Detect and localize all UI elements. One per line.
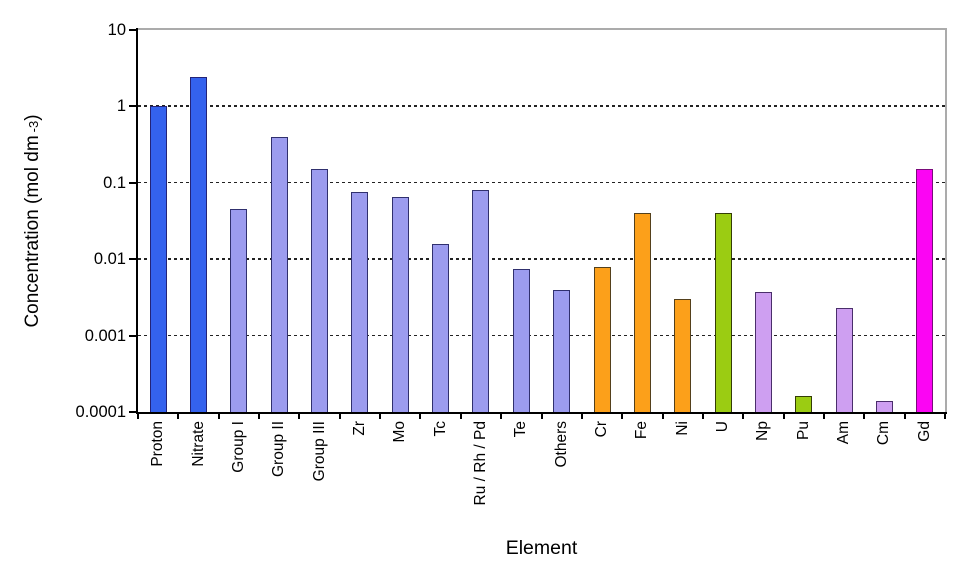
x-category-label: Tc (431, 421, 449, 437)
bar-others (553, 289, 571, 412)
bar-te (512, 268, 530, 412)
y-gridline (138, 105, 945, 107)
x-axis-tick (379, 414, 382, 419)
x-category-label: Others (552, 421, 570, 468)
y-axis-title-superscript: -3 (25, 120, 41, 133)
x-axis-tick (742, 414, 745, 419)
y-axis-tick (129, 258, 136, 261)
x-axis-tick (258, 414, 261, 419)
x-axis-tick (137, 414, 139, 419)
x-axis-tick (540, 414, 543, 419)
x-axis-tick (217, 414, 220, 419)
bar-tc (432, 243, 450, 412)
y-gridline (138, 258, 945, 260)
y-tick-label: 1 (116, 97, 126, 116)
bar-pu (795, 396, 813, 412)
x-category-label: Cr (593, 421, 611, 438)
y-axis-tick (129, 334, 136, 337)
x-axis-tick (621, 414, 624, 419)
x-axis-tick (338, 414, 341, 419)
x-axis-tick (903, 414, 906, 419)
x-axis-tick (701, 414, 704, 419)
x-axis-tick (298, 414, 301, 419)
x-category-label: Ni (673, 421, 691, 436)
x-category-label: Te (512, 421, 530, 438)
y-axis-title: Concentration (mol dm -3) (10, 30, 56, 412)
x-axis-tick (782, 414, 785, 419)
bar-group-iii (311, 169, 329, 412)
x-axis-tick (661, 414, 664, 419)
bar-nitrate (190, 77, 208, 412)
x-axis-tick (944, 414, 946, 419)
plot-frame-top (138, 28, 947, 30)
x-category-label: Fe (633, 421, 651, 440)
bar-cm (875, 400, 893, 412)
bar-cr (593, 266, 611, 412)
x-category-label: Am (835, 421, 853, 445)
x-category-label: Gd (915, 421, 933, 442)
x-category-label: Np (754, 421, 772, 441)
bar-gd (916, 169, 934, 412)
bar-fe (633, 213, 651, 412)
y-axis-tick (129, 105, 136, 108)
y-axis-line (136, 28, 138, 414)
x-category-label: Cm (875, 421, 893, 446)
y-tick-label: 10 (107, 21, 126, 39)
x-axis-tick (580, 414, 583, 419)
x-category-label: Group II (270, 421, 288, 477)
x-category-label: Zr (350, 421, 368, 436)
y-axis-title-close: ) (22, 114, 43, 121)
bar-u (714, 213, 732, 412)
y-axis-tick (129, 181, 136, 184)
x-category-label: Ru / Rh / Pd (471, 421, 489, 506)
bar-am (835, 307, 853, 412)
bar-proton (149, 106, 167, 412)
y-axis-tick (129, 29, 136, 31)
bar-ru-rh-pd (472, 190, 490, 412)
x-axis-tick (500, 414, 503, 419)
x-axis-tick (459, 414, 462, 419)
y-tick-label: 0.1 (103, 173, 126, 192)
y-tick-label: 0.0001 (75, 403, 126, 421)
x-axis-title: Element (505, 537, 578, 559)
y-tick-label: 0.001 (84, 326, 126, 345)
x-category-label: Group III (310, 421, 328, 482)
x-axis-tick (177, 414, 180, 419)
y-gridline (138, 181, 945, 184)
x-axis-line (136, 412, 947, 414)
x-category-label: Pu (794, 421, 812, 440)
x-category-label: U (714, 421, 732, 433)
bar-zr (351, 192, 369, 412)
bar-np (754, 292, 772, 412)
x-category-label: Nitrate (189, 421, 207, 467)
bar-mo (391, 197, 409, 412)
y-axis-tick (129, 411, 136, 413)
x-category-label: Group I (229, 421, 247, 473)
y-gridline (138, 334, 945, 337)
x-category-label: Mo (391, 421, 409, 443)
plot-frame-right (945, 28, 947, 414)
y-axis-title-main: Concentration (mol dm (22, 135, 43, 328)
bar-ni (674, 299, 692, 412)
bar-group-ii (270, 136, 288, 412)
x-category-label: Proton (149, 421, 167, 467)
x-axis-tick (863, 414, 866, 419)
bar-group-i (230, 209, 248, 412)
y-tick-label: 0.01 (93, 250, 126, 269)
x-axis-tick (419, 414, 422, 419)
x-axis-tick (822, 414, 825, 419)
